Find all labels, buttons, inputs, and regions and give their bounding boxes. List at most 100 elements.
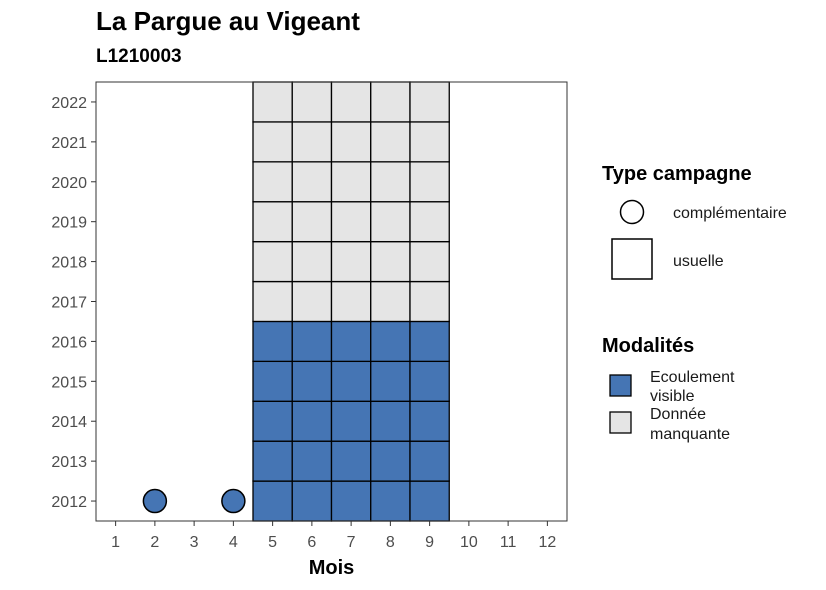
cell-2016-5 <box>252 320 293 363</box>
cell-2013-8 <box>370 440 411 482</box>
y-tick-label: 2013 <box>51 454 87 471</box>
cell-2012-6 <box>291 480 333 522</box>
legend-label-usuelle: usuelle <box>673 253 724 270</box>
cell-2021-8 <box>370 121 411 163</box>
x-tick-label: 10 <box>460 534 478 551</box>
cell-2017-6 <box>291 280 333 323</box>
cell-2020-9 <box>409 161 450 203</box>
legend-key-circle <box>619 199 645 225</box>
legend-title-modality: Modalités <box>602 335 694 357</box>
cell-2013-5 <box>252 440 293 482</box>
cell-2012-8 <box>370 480 411 522</box>
legend-key-modality <box>609 411 632 434</box>
cell-2015-6 <box>291 360 333 402</box>
legend-label-complementaire: complémentaire <box>673 205 787 222</box>
x-tick-label: 11 <box>500 534 517 551</box>
legend-key-square <box>611 238 653 280</box>
y-tick-label: 2015 <box>51 374 87 391</box>
cell-2019-8 <box>370 201 411 243</box>
cell-2020-5 <box>252 161 293 203</box>
cell-2014-9 <box>409 400 450 442</box>
cell-2019-5 <box>252 201 293 243</box>
x-axis-title: Mois <box>309 557 355 579</box>
legend: Type campagne complémentaire usuelle Modali… <box>602 163 787 443</box>
legend-label-modality-line2: manquante <box>650 426 730 443</box>
cells-layer <box>252 81 450 522</box>
cell-2014-7 <box>330 400 372 442</box>
y-tick-label: 2017 <box>51 295 87 312</box>
cell-2021-6 <box>291 121 333 163</box>
cell-2016-9 <box>409 320 450 363</box>
chart-title: La Pargue au Vigeant <box>96 6 360 36</box>
cell-2015-8 <box>370 360 411 402</box>
legend-label-modality-line1: Donnée <box>650 406 706 423</box>
cell-2017-9 <box>409 280 450 323</box>
cell-2018-8 <box>370 240 411 283</box>
y-tick-label: 2018 <box>51 255 87 272</box>
cell-2012-5 <box>252 480 293 522</box>
y-tick-label: 2014 <box>51 414 87 431</box>
x-tick-label: 12 <box>538 534 556 551</box>
y-tick-label: 2021 <box>51 135 87 152</box>
cell-2022-5 <box>252 81 293 123</box>
x-tick-label: 4 <box>229 534 238 551</box>
y-tick-label: 2012 <box>51 494 87 511</box>
x-tick-label: 3 <box>190 534 199 551</box>
cell-2018-5 <box>252 240 293 283</box>
cell-2016-6 <box>291 320 333 363</box>
cell-2021-9 <box>409 121 450 163</box>
y-axis: 2012 2013 2014 2015 2016 2017 2018 2019 2020 2021… <box>51 95 96 511</box>
x-tick-label: 6 <box>307 534 316 551</box>
x-axis: 1 2 3 4 5 6 7 8 9 10 11 12 <box>111 521 556 551</box>
cell-2019-7 <box>330 201 372 243</box>
legend-label-modality-line2: visible <box>650 388 695 405</box>
x-tick-label: 1 <box>111 534 120 551</box>
cell-2014-6 <box>291 400 333 442</box>
cell-2012-9 <box>409 480 450 522</box>
cell-2021-7 <box>330 121 372 163</box>
cell-2015-5 <box>252 360 293 402</box>
cell-2016-7 <box>330 320 372 363</box>
cell-2017-8 <box>370 280 411 323</box>
cell-2015-7 <box>330 360 372 402</box>
cell-2015-9 <box>409 360 450 402</box>
cell-2020-7 <box>330 161 372 203</box>
cell-2020-6 <box>291 161 333 203</box>
legend-title-campaign: Type campagne <box>602 163 752 185</box>
y-tick-label: 2019 <box>51 215 87 232</box>
x-tick-label: 8 <box>386 534 395 551</box>
cell-2018-7 <box>330 240 372 283</box>
x-tick-label: 9 <box>425 534 434 551</box>
cell-2014-8 <box>370 400 411 442</box>
cell-2018-6 <box>291 240 333 283</box>
y-tick-label: 2020 <box>51 175 87 192</box>
y-tick-label: 2022 <box>51 95 87 112</box>
cell-2017-5 <box>252 280 293 323</box>
cell-2018-9 <box>409 240 450 283</box>
x-tick-label: 2 <box>150 534 159 551</box>
legend-key-modality <box>609 374 632 397</box>
cell-2013-9 <box>409 440 450 482</box>
cell-2012-7 <box>330 480 372 522</box>
cell-2016-8 <box>370 320 411 363</box>
chart-subtitle: L1210003 <box>96 46 182 67</box>
cell-2019-9 <box>409 201 450 243</box>
points-layer <box>142 488 246 514</box>
x-tick-label: 7 <box>347 534 356 551</box>
cell-2022-8 <box>370 81 411 123</box>
cell-2020-8 <box>370 161 411 203</box>
cell-2013-7 <box>330 440 372 482</box>
cell-2022-9 <box>409 81 450 123</box>
cell-2019-6 <box>291 201 333 243</box>
cell-2022-7 <box>330 81 372 123</box>
legend-label-modality-line1: Ecoulement <box>650 369 735 386</box>
point-2012-4 <box>221 488 246 514</box>
cell-2013-6 <box>291 440 333 482</box>
cell-2014-5 <box>252 400 293 442</box>
y-tick-label: 2016 <box>51 334 87 351</box>
x-tick-label: 5 <box>268 534 277 551</box>
cell-2022-6 <box>291 81 333 123</box>
cell-2017-7 <box>330 280 372 323</box>
cell-2021-5 <box>252 121 293 163</box>
